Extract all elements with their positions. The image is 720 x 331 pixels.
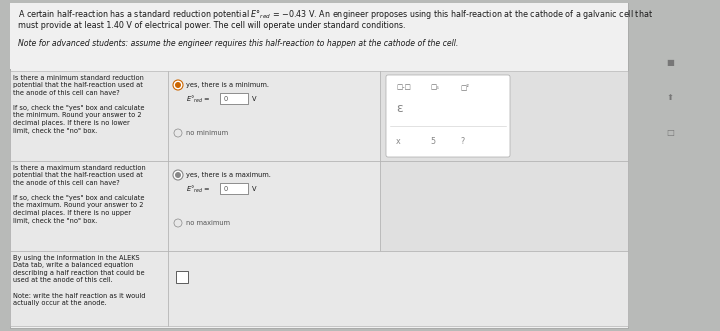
- Text: Is there a minimum standard reduction
potential that the half-reaction used at
t: Is there a minimum standard reduction po…: [13, 75, 145, 133]
- FancyBboxPatch shape: [10, 71, 168, 161]
- Text: ε: ε: [396, 103, 402, 116]
- Text: ■: ■: [666, 59, 674, 68]
- Text: must provide at least 1.40 V of electrical power. The cell will operate under st: must provide at least 1.40 V of electric…: [18, 21, 405, 30]
- Text: V: V: [252, 186, 256, 192]
- Circle shape: [174, 219, 182, 227]
- Text: □: □: [666, 128, 674, 137]
- Text: 5: 5: [430, 136, 435, 146]
- FancyBboxPatch shape: [168, 71, 380, 161]
- Circle shape: [175, 172, 181, 178]
- Text: By using the information in the ALEKS
Data tab, write a balanced equation
descri: By using the information in the ALEKS Da…: [13, 255, 145, 306]
- Text: 0: 0: [224, 96, 228, 102]
- FancyBboxPatch shape: [10, 251, 168, 326]
- Text: 0: 0: [224, 186, 228, 192]
- FancyBboxPatch shape: [10, 3, 628, 328]
- Text: V: V: [252, 96, 256, 102]
- FancyBboxPatch shape: [220, 183, 248, 194]
- Text: □₆: □₆: [430, 84, 439, 90]
- Circle shape: [174, 129, 182, 137]
- FancyBboxPatch shape: [10, 161, 168, 251]
- Text: yes, there is a minimum.: yes, there is a minimum.: [186, 82, 269, 88]
- FancyBboxPatch shape: [176, 271, 188, 283]
- FancyBboxPatch shape: [220, 93, 248, 104]
- FancyBboxPatch shape: [10, 3, 628, 69]
- Text: Note for advanced students: assume the engineer requires this half-reaction to h: Note for advanced students: assume the e…: [18, 39, 459, 48]
- Text: x: x: [396, 136, 401, 146]
- Text: A certain half-reaction has a standard reduction potential $E°_{red}$ = −0.43 V.: A certain half-reaction has a standard r…: [18, 8, 653, 21]
- Text: $\mathit{E}°_{red}$ =: $\mathit{E}°_{red}$ =: [186, 93, 210, 105]
- Text: ⬆: ⬆: [667, 93, 673, 103]
- Text: $\mathit{E}°_{red}$ =: $\mathit{E}°_{red}$ =: [186, 183, 210, 195]
- Text: yes, there is a maximum.: yes, there is a maximum.: [186, 172, 271, 178]
- Text: no minimum: no minimum: [186, 130, 228, 136]
- FancyBboxPatch shape: [168, 161, 380, 251]
- Text: □-□: □-□: [396, 84, 411, 90]
- FancyBboxPatch shape: [386, 75, 510, 157]
- Text: Is there a maximum standard reduction
potential that the half-reaction used at
t: Is there a maximum standard reduction po…: [13, 165, 145, 223]
- Circle shape: [173, 170, 183, 180]
- Text: □²: □²: [460, 83, 469, 90]
- Circle shape: [173, 80, 183, 90]
- Circle shape: [175, 82, 181, 88]
- Text: ?: ?: [460, 136, 464, 146]
- Text: no maximum: no maximum: [186, 220, 230, 226]
- FancyBboxPatch shape: [380, 71, 628, 161]
- FancyBboxPatch shape: [168, 251, 628, 326]
- FancyBboxPatch shape: [380, 161, 628, 251]
